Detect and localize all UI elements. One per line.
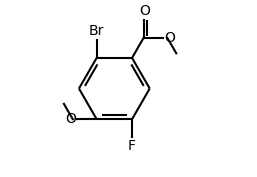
Text: O: O xyxy=(66,112,76,126)
Text: O: O xyxy=(140,4,151,18)
Text: Br: Br xyxy=(89,24,104,38)
Text: O: O xyxy=(164,31,175,45)
Text: F: F xyxy=(128,139,136,153)
